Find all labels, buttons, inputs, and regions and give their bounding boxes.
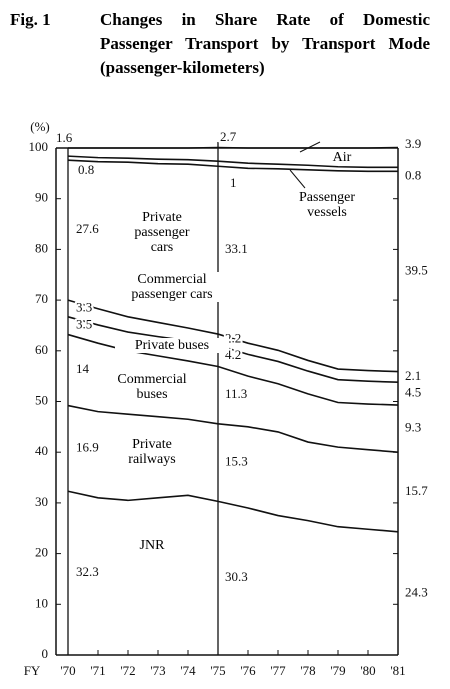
- y-tick-label: 0: [42, 646, 49, 661]
- value-label: 2.1: [405, 368, 421, 383]
- y-tick-label: 70: [35, 291, 48, 306]
- series-line: [67, 155, 398, 169]
- series-line: [67, 159, 398, 173]
- x-tick-label: '78: [300, 663, 315, 678]
- value-label: 24.3: [405, 584, 428, 599]
- value-label: 30.3: [225, 569, 248, 584]
- value-label: 1: [230, 175, 237, 190]
- chart-title: Changes in Share Rate of Domestic Passen…: [100, 10, 430, 77]
- value-label: 39.5: [405, 262, 428, 277]
- series-line: [67, 299, 399, 373]
- leader-line: [299, 141, 321, 153]
- value-label: 1.6: [56, 130, 73, 145]
- value-label: 0.8: [405, 167, 421, 182]
- value-label: 15.3: [225, 454, 248, 469]
- figure-label: Fig. 1: [10, 10, 51, 29]
- series-line: [68, 146, 399, 149]
- series-label: Air: [320, 150, 364, 165]
- value-label: 2.7: [220, 129, 237, 144]
- series-line: [67, 316, 399, 384]
- value-label: 27.6: [76, 221, 99, 236]
- series-label: Passenger vessels: [290, 190, 364, 220]
- series-line: [67, 404, 399, 453]
- value-label: 4.5: [405, 385, 421, 400]
- value-label: 16.9: [76, 439, 99, 454]
- x-tick-label: '70: [60, 663, 75, 678]
- value-label: 15.7: [405, 483, 428, 498]
- x-tick-label: '74: [180, 663, 196, 678]
- series-label: Private buses: [115, 338, 229, 353]
- value-label: 11.3: [225, 386, 247, 401]
- value-label: 9.3: [405, 420, 421, 435]
- title-block: Fig. 1 Changes in Share Rate of Domestic…: [10, 8, 430, 80]
- y-tick-label: 60: [35, 342, 48, 357]
- series-line: [67, 490, 399, 533]
- leader-line: [289, 169, 306, 189]
- x-axis-label: FY: [24, 663, 41, 678]
- y-tick-label: 40: [35, 443, 48, 458]
- value-label: 3.5: [76, 317, 92, 332]
- value-label: 32.3: [76, 564, 99, 579]
- x-tick-label: '72: [120, 663, 135, 678]
- y-axis-label: (%): [30, 119, 50, 134]
- value-label: 3.9: [405, 136, 421, 151]
- x-tick-label: '77: [270, 663, 286, 678]
- series-label: JNR: [120, 538, 184, 553]
- x-tick-label: '80: [360, 663, 375, 678]
- x-tick-label: '81: [390, 663, 405, 678]
- series-label: Commercial passenger cars: [110, 272, 234, 302]
- series-label: Commercial buses: [110, 372, 194, 402]
- series-label: Private railways: [115, 437, 189, 467]
- y-tick-label: 20: [35, 545, 48, 560]
- y-tick-label: 50: [35, 392, 48, 407]
- y-tick-label: 90: [35, 190, 48, 205]
- x-tick-label: '79: [330, 663, 345, 678]
- y-tick-label: 10: [35, 595, 48, 610]
- y-tick-label: 100: [29, 139, 49, 154]
- value-label: 0.8: [78, 162, 94, 177]
- x-tick-label: '75: [210, 663, 225, 678]
- value-label: 14: [76, 361, 90, 376]
- x-tick-label: '73: [150, 663, 165, 678]
- value-label: 33.1: [225, 241, 248, 256]
- x-tick-label: '71: [90, 663, 105, 678]
- x-tick-label: '76: [240, 663, 256, 678]
- value-label: 3.3: [76, 299, 92, 314]
- series-label: Private passenger cars: [120, 210, 204, 255]
- y-tick-label: 80: [35, 240, 48, 255]
- y-tick-label: 30: [35, 494, 48, 509]
